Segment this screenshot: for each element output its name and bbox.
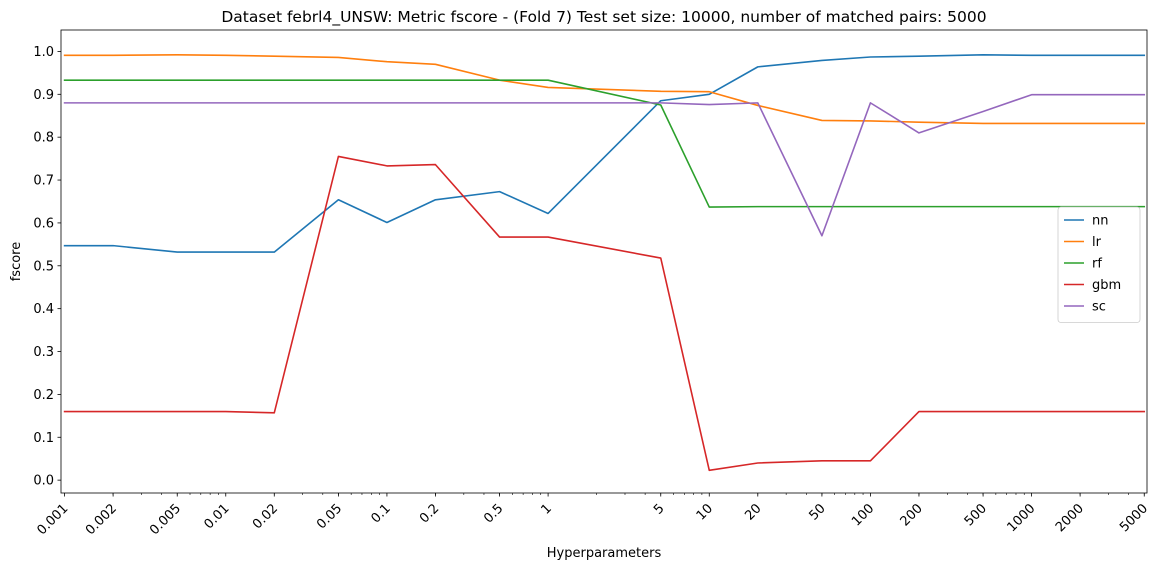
x-axis-label: Hyperparameters xyxy=(547,546,662,561)
x-tick-label: 0.02 xyxy=(250,501,281,532)
x-tick-label: 0.05 xyxy=(314,501,345,532)
y-tick-label: 0.5 xyxy=(33,259,54,274)
series-line-sc xyxy=(63,93,1146,237)
legend-box xyxy=(1057,206,1141,323)
x-tick-label: 100 xyxy=(849,501,877,529)
x-tick-label: 50 xyxy=(806,501,828,523)
x-tick-label: 0.001 xyxy=(34,501,71,538)
legend-label-rf: rf xyxy=(1092,257,1102,272)
plot-area: 0.001 0.002 0.005 0.01 0.02 0.05 0.1 0.2 0.5 1 5 10… xyxy=(33,29,1151,538)
x-tick-label: 500 xyxy=(962,501,990,529)
x-tick-label: 0.5 xyxy=(481,501,506,526)
x-tick-label: 5000 xyxy=(1117,501,1151,535)
x-tick-label: 1000 xyxy=(1004,501,1038,535)
x-tick-label: 5 xyxy=(651,501,667,517)
x-tick-label: 0.002 xyxy=(83,501,120,538)
x-tick-label: 1 xyxy=(538,501,554,517)
x-tick-label: 0.01 xyxy=(202,501,233,532)
y-tick-label: 0.0 xyxy=(33,474,54,489)
y-tick-label: 0.1 xyxy=(33,431,54,446)
legend-label-lr: lr xyxy=(1092,235,1102,250)
y-tick-label: 1.0 xyxy=(33,45,54,60)
x-tick-label: 0.2 xyxy=(417,501,442,526)
series-line-gbm xyxy=(63,155,1146,472)
y-tick-label: 0.8 xyxy=(33,131,54,146)
legend-label-sc: sc xyxy=(1092,300,1106,315)
y-tick-label: 0.2 xyxy=(33,388,54,403)
legend-label-nn: nn xyxy=(1092,214,1108,229)
y-tick-label: 0.7 xyxy=(33,174,54,189)
x-tick-label: 200 xyxy=(898,501,926,529)
y-tick-label: 0.3 xyxy=(33,345,54,360)
y-tick-label: 0.4 xyxy=(33,302,54,317)
x-tick-label: 0.005 xyxy=(147,501,184,538)
series-line-lr xyxy=(63,54,1146,125)
x-tick-label: 0.1 xyxy=(369,501,394,526)
chart-title: Dataset febrl4_UNSW: Metric fscore - (Fo… xyxy=(221,8,986,27)
legend-label-gbm: gbm xyxy=(1092,278,1121,293)
x-tick-label: 20 xyxy=(742,501,764,523)
series-line-nn xyxy=(63,54,1146,253)
series-line-rf xyxy=(63,79,1146,208)
legend: nn lr rf gbm sc xyxy=(1057,206,1141,323)
axes-frame xyxy=(60,29,1148,494)
y-axis-label: fscore xyxy=(9,242,24,282)
y-tick-label: 0.9 xyxy=(33,88,54,103)
x-tick-label: 10 xyxy=(694,501,716,523)
y-tick-label: 0.6 xyxy=(33,216,54,231)
x-tick-label: 2000 xyxy=(1053,501,1087,535)
